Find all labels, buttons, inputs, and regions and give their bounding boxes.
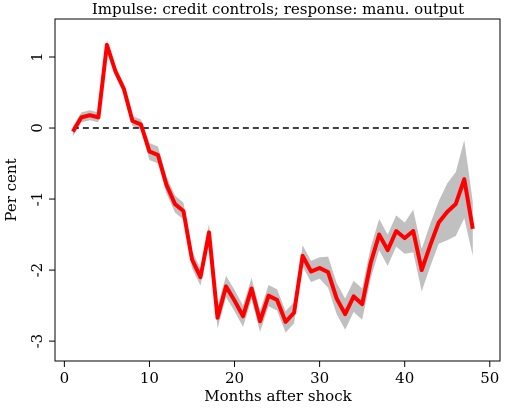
x-tick-label: 40 xyxy=(395,369,414,387)
chart-title: Impulse: credit controls; response: manu… xyxy=(92,0,464,18)
x-tick-label: 0 xyxy=(60,369,70,387)
x-tick-label: 30 xyxy=(310,369,329,387)
y-axis-label: Per cent xyxy=(2,158,20,221)
y-tick-label: 0 xyxy=(28,123,46,133)
y-tick-label: -1 xyxy=(28,192,46,207)
plot-frame xyxy=(54,18,501,362)
line xyxy=(71,42,475,324)
x-tick-label: 50 xyxy=(480,369,499,387)
x-tick-label: 20 xyxy=(225,369,244,387)
y-tick-label: -2 xyxy=(28,263,46,278)
y-tick-label: 1 xyxy=(28,52,46,62)
confidence-band xyxy=(72,39,473,333)
y-tick-label: -3 xyxy=(28,334,46,349)
x-tick-label: 10 xyxy=(140,369,159,387)
x-axis-label: Months after shock xyxy=(204,387,352,405)
